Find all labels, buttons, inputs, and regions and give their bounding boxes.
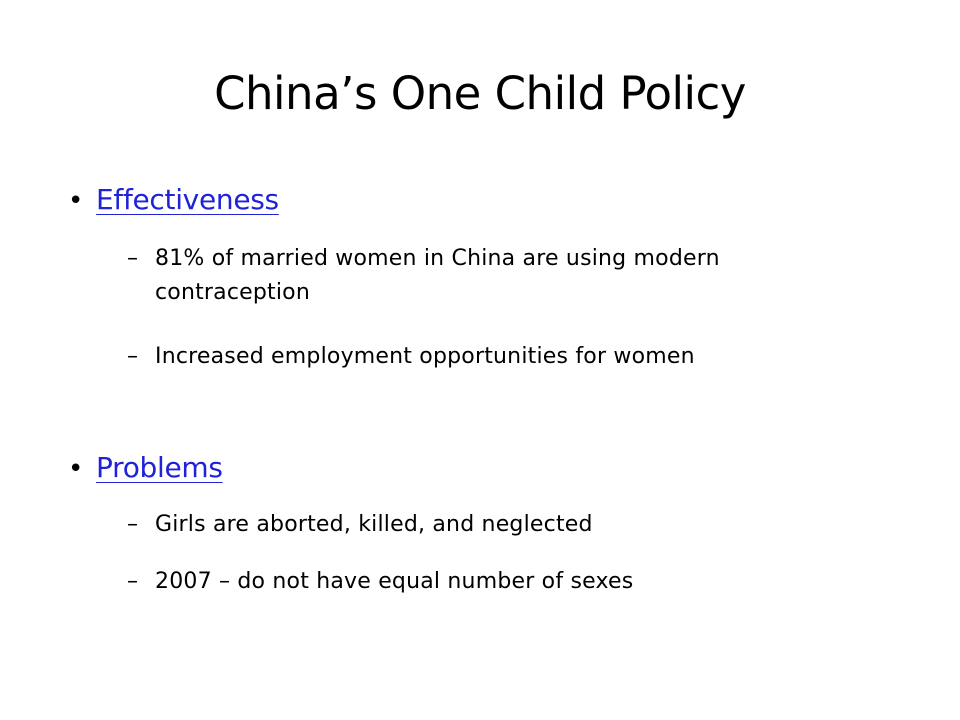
sub-point-employment: – Increased employment opportunities for… <box>127 340 855 374</box>
sub-point-text: Increased employment opportunities for w… <box>155 344 695 369</box>
problems-link[interactable]: Problems <box>96 451 223 484</box>
dash-marker: – <box>127 512 138 537</box>
dash-marker: – <box>127 344 138 369</box>
sub-point-text: 81% of married women in China are using … <box>155 246 720 305</box>
sub-point-contraception: – 81% of married women in China are usin… <box>127 242 855 310</box>
sub-point-text: Girls are aborted, killed, and neglected <box>155 512 593 537</box>
slide-title: China’s One Child Policy <box>214 67 746 120</box>
dash-marker: – <box>127 246 138 271</box>
bullet-problems: • Problems <box>68 450 223 487</box>
sub-point-2007: – 2007 – do not have equal number of sex… <box>127 565 855 599</box>
bullet-effectiveness: • Effectiveness <box>68 182 279 219</box>
sub-point-girls: – Girls are aborted, killed, and neglect… <box>127 508 855 542</box>
sub-point-text: 2007 – do not have equal number of sexes <box>155 569 634 594</box>
bullet-dot: • <box>68 186 84 216</box>
effectiveness-link[interactable]: Effectiveness <box>96 183 279 216</box>
bullet-dot: • <box>68 454 84 484</box>
dash-marker: – <box>127 569 138 594</box>
